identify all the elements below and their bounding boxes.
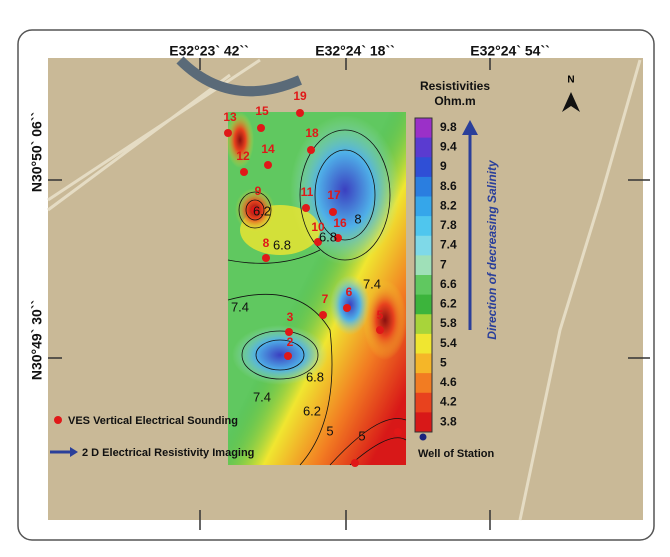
- contour-label: 6.8: [306, 369, 324, 384]
- legend-imaging: 2 D Electrical Resistivity Imaging: [82, 447, 254, 459]
- station-marker: [351, 459, 359, 467]
- station-marker: [319, 311, 327, 319]
- contour-label: 7.4: [363, 276, 381, 291]
- coord-label: N30°49` 30``: [29, 300, 45, 380]
- station-label: 17: [327, 188, 341, 202]
- coord-label: E32°24` 18``: [315, 43, 395, 59]
- contour-label: 6.8: [273, 237, 291, 252]
- contour-label: 7.4: [253, 389, 271, 404]
- contour-label: 8: [354, 211, 361, 226]
- station-marker: [329, 208, 337, 216]
- station-label: 9: [255, 184, 262, 198]
- contour-label: 5: [358, 428, 365, 443]
- colorbar-swatch: [415, 157, 432, 177]
- colorbar-tick-label: 4.2: [440, 395, 457, 409]
- colorbar-tick-label: 8.2: [440, 198, 457, 212]
- colorbar-swatch: [415, 118, 432, 138]
- colorbar-swatch: [415, 334, 432, 354]
- colorbar-title: Resistivities: [420, 79, 490, 93]
- colorbar-tick-label: 3.8: [440, 414, 457, 428]
- station-label: 15: [255, 104, 269, 118]
- map: 131519121418911171610876325 6.26.86.87.4…: [0, 0, 670, 552]
- colorbar-swatch: [415, 177, 432, 197]
- colorbar-tick-label: 4.6: [440, 375, 457, 389]
- station-label: 3: [287, 310, 294, 324]
- station-marker: [302, 204, 310, 212]
- station-label: 19: [293, 89, 307, 103]
- colorbar-tick-label: 9: [440, 159, 447, 173]
- colorbar-swatch: [415, 314, 432, 334]
- station-marker: [224, 129, 232, 137]
- station-label: 13: [223, 110, 237, 124]
- station-marker: [376, 326, 384, 334]
- colorbar-tick-label: 7.4: [440, 238, 457, 252]
- station-marker: [307, 146, 315, 154]
- station-label: 2: [287, 335, 294, 349]
- station-marker: [296, 109, 304, 117]
- colorbar-swatch: [415, 216, 432, 236]
- station-marker: [394, 428, 402, 436]
- colorbar-tick-label: 7.8: [440, 218, 457, 232]
- coord-label: N30°50` 06``: [29, 112, 45, 192]
- station-label: 16: [333, 216, 347, 230]
- colorbar-tick-label: 9.4: [440, 140, 457, 154]
- station-marker: [343, 304, 351, 312]
- arrow-label: Direction of decreasing Salinity: [485, 159, 499, 340]
- station-label: 14: [261, 142, 275, 156]
- colorbar-swatch: [415, 197, 432, 217]
- station-label: 12: [236, 149, 250, 163]
- contour-label: 5: [326, 423, 333, 438]
- colorbar-tick-label: 7: [440, 257, 447, 271]
- station-marker: [284, 352, 292, 360]
- colorbar-tick-label: 6.6: [440, 277, 457, 291]
- colorbar-tick-label: 5.4: [440, 336, 457, 350]
- station-marker: [264, 161, 272, 169]
- colorbar-swatch: [415, 354, 432, 374]
- station-marker: [240, 168, 248, 176]
- colorbar-swatch: [415, 236, 432, 256]
- colorbar-tick-label: 6.2: [440, 297, 457, 311]
- colorbar-swatch: [415, 393, 432, 413]
- colorbar-swatch: [415, 295, 432, 315]
- contour-label: 6.8: [319, 229, 337, 244]
- colorbar-swatch: [415, 255, 432, 275]
- station-marker: [257, 124, 265, 132]
- legend-well-symbol: [420, 434, 427, 441]
- contour-label: 7.4: [231, 299, 249, 314]
- colorbar-swatch: [415, 412, 432, 432]
- station-label: 6: [346, 285, 353, 299]
- legend-well: Well of Station: [418, 448, 494, 460]
- station-label: 7: [322, 292, 329, 306]
- north-label: N: [567, 75, 574, 86]
- colorbar-tick-label: 5: [440, 355, 447, 369]
- station-label: 8: [263, 236, 270, 250]
- colorbar-swatch: [415, 373, 432, 393]
- station-label: 18: [305, 126, 319, 140]
- station-label: 5: [377, 308, 384, 322]
- coord-label: E32°23` 42``: [169, 43, 249, 59]
- colorbar-swatch: [415, 275, 432, 295]
- contour-label: 6.2: [303, 403, 321, 418]
- colorbar-swatch: [415, 138, 432, 158]
- coord-label: E32°24` 54``: [470, 43, 550, 59]
- colorbar-tick-label: 5.8: [440, 316, 457, 330]
- station-marker: [262, 254, 270, 262]
- legend-ves-symbol: [54, 416, 62, 424]
- contour-label: 6.2: [253, 203, 271, 218]
- colorbar-tick-label: 9.8: [440, 120, 457, 134]
- legend-ves: VES Vertical Electrical Sounding: [68, 415, 238, 427]
- colorbar-unit: Ohm.m: [434, 94, 475, 108]
- station-label: 11: [301, 185, 314, 199]
- colorbar-tick-label: 8.6: [440, 179, 457, 193]
